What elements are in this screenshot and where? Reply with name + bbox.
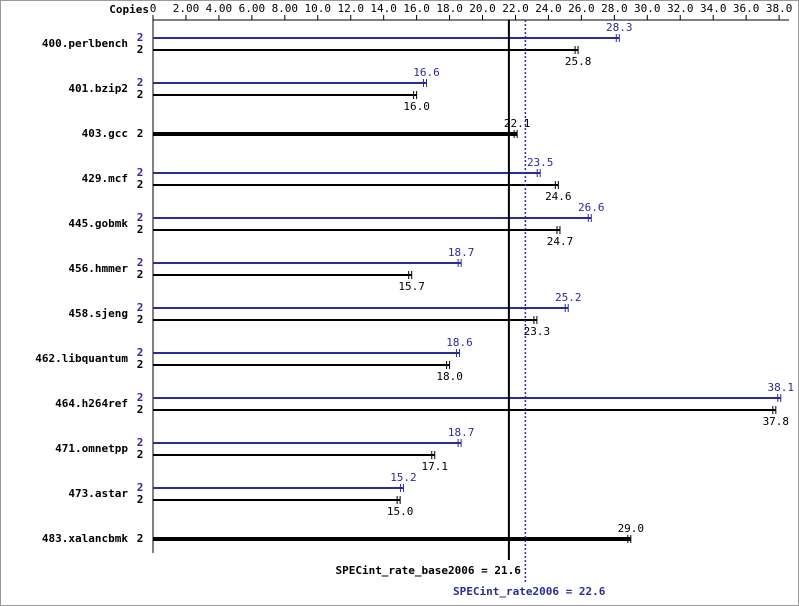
copies-label: 2 (137, 532, 144, 545)
copies-label: 2 (137, 403, 144, 416)
value-label: 16.0 (403, 100, 430, 113)
category-label: 458.sjeng (68, 307, 128, 320)
category-label: 429.mcf (82, 172, 128, 185)
value-label: 23.5 (527, 156, 554, 169)
x-tick-label: 36.0 (733, 2, 760, 15)
category-label: 403.gcc (82, 127, 128, 140)
copies-label: 2 (137, 43, 144, 56)
value-label: 18.7 (448, 426, 475, 439)
category-label: 400.perlbench (42, 37, 128, 50)
category-label: 471.omnetpp (55, 442, 128, 455)
value-label: 18.0 (436, 370, 463, 383)
category-label: 464.h264ref (55, 397, 128, 410)
copies-label: 2 (137, 346, 144, 359)
x-tick-label: 26.0 (568, 2, 595, 15)
value-label: 18.7 (448, 246, 475, 259)
value-label: 17.1 (422, 460, 449, 473)
copies-label: 2 (137, 127, 144, 140)
value-label: 22.1 (504, 117, 531, 130)
value-label: 24.6 (545, 190, 572, 203)
value-label: 24.7 (547, 235, 574, 248)
copies-label: 2 (137, 256, 144, 269)
copies-label: 2 (137, 223, 144, 236)
copies-label: 2 (137, 166, 144, 179)
x-tick-label: 10.0 (305, 2, 332, 15)
copies-label: 2 (137, 88, 144, 101)
value-label: 38.1 (768, 381, 795, 394)
copies-label: 2 (137, 436, 144, 449)
value-label: 29.0 (618, 522, 645, 535)
value-label: 26.6 (578, 201, 605, 214)
category-label: 445.gobmk (68, 217, 128, 230)
x-tick-label: 34.0 (700, 2, 727, 15)
x-tick-label: 24.0 (535, 2, 562, 15)
x-tick-label: 30.0 (634, 2, 661, 15)
x-tick-label: 20.0 (469, 2, 496, 15)
category-label: 462.libquantum (35, 352, 128, 365)
category-label: 473.astar (68, 487, 128, 500)
value-label: 25.2 (555, 291, 582, 304)
peak-mean-label: SPECint_rate2006 = 22.6 (453, 585, 606, 598)
copies-header: Copies (109, 3, 149, 16)
x-tick-label: 16.0 (403, 2, 430, 15)
category-label: 483.xalancbmk (42, 532, 128, 545)
category-label: 456.hmmer (68, 262, 128, 275)
x-tick-label: 2.00 (173, 2, 200, 15)
value-label: 15.7 (398, 280, 425, 293)
x-tick-label: 14.0 (370, 2, 397, 15)
x-tick-label: 18.0 (436, 2, 463, 15)
x-tick-label: 12.0 (337, 2, 364, 15)
value-label: 28.3 (606, 21, 633, 34)
base-mean-label: SPECint_rate_base2006 = 21.6 (335, 564, 521, 577)
copies-label: 2 (137, 76, 144, 89)
x-tick-label: 32.0 (667, 2, 694, 15)
copies-label: 2 (137, 493, 144, 506)
value-label: 37.8 (763, 415, 790, 428)
x-tick-label: 38.0 (766, 2, 793, 15)
value-label: 15.2 (390, 471, 417, 484)
value-label: 25.8 (565, 55, 592, 68)
value-label: 15.0 (387, 505, 414, 518)
copies-label: 2 (137, 313, 144, 326)
x-tick-label: 22.0 (502, 2, 529, 15)
x-tick-label: 6.00 (239, 2, 266, 15)
x-tick-label: 4.00 (206, 2, 233, 15)
copies-label: 2 (137, 448, 144, 461)
x-tick-label: 0 (150, 2, 157, 15)
copies-label: 2 (137, 391, 144, 404)
copies-label: 2 (137, 268, 144, 281)
copies-label: 2 (137, 358, 144, 371)
value-label: 16.6 (413, 66, 440, 79)
value-label: 18.6 (446, 336, 473, 349)
copies-label: 2 (137, 31, 144, 44)
copies-label: 2 (137, 211, 144, 224)
value-label: 23.3 (524, 325, 551, 338)
x-tick-label: 8.00 (272, 2, 299, 15)
copies-label: 2 (137, 481, 144, 494)
copies-label: 2 (137, 301, 144, 314)
category-label: 401.bzip2 (68, 82, 128, 95)
copies-label: 2 (137, 178, 144, 191)
x-tick-label: 28.0 (601, 2, 628, 15)
